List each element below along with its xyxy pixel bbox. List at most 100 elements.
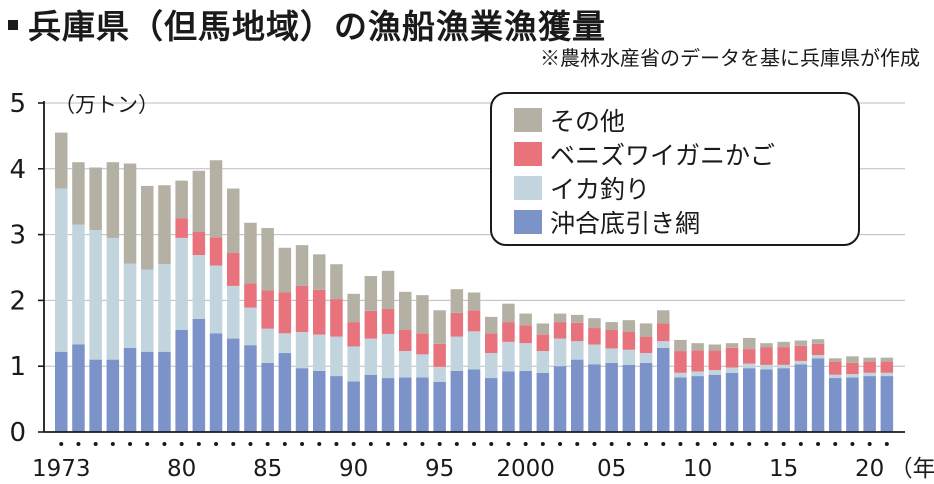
bar-1982-series-1 xyxy=(209,265,223,334)
bar-1980-series-3 xyxy=(175,180,188,219)
bar-2005-series-3 xyxy=(605,322,618,331)
x-tick-label-2010: 10 xyxy=(683,456,712,482)
bar-1990-series-3 xyxy=(347,293,360,323)
bar-1983-series-0 xyxy=(227,338,240,432)
legend-swatch-0 xyxy=(514,108,542,132)
x-tick-dot-1984 xyxy=(248,442,253,446)
bar-2012-series-3 xyxy=(725,343,739,348)
bar-1995-series-2 xyxy=(433,343,446,367)
bar-1988-series-3 xyxy=(313,254,326,290)
bar-1999-series-3 xyxy=(502,303,515,323)
x-tick-dot-1973 xyxy=(59,442,64,446)
bar-1974-series-1 xyxy=(72,224,85,345)
bar-1984-series-3 xyxy=(244,222,257,284)
bar-2017-series-3 xyxy=(811,339,825,344)
bar-1992-series-1 xyxy=(381,333,395,379)
bar-1993-series-3 xyxy=(399,291,412,331)
bar-1978-series-3 xyxy=(141,185,154,270)
bar-2011-series-1 xyxy=(708,370,722,375)
x-tick-label-2020: 20 xyxy=(855,456,884,482)
bar-1986-series-0 xyxy=(278,353,292,432)
legend-item-2: イカ釣り xyxy=(514,172,650,204)
bar-1997-series-3 xyxy=(467,292,481,311)
legend-swatch-2 xyxy=(514,176,542,200)
chart-title: 兵庫県（但馬地域）の漁船漁業漁獲量 xyxy=(8,0,606,48)
bar-2020-series-2 xyxy=(863,361,876,373)
bar-2012-series-1 xyxy=(725,367,739,373)
bar-1991-series-1 xyxy=(364,338,378,375)
bar-2021-series-0 xyxy=(880,376,894,432)
x-tick-dot-2009 xyxy=(678,442,683,446)
x-tick-dot-1986 xyxy=(282,442,287,446)
bar-1974-series-0 xyxy=(72,344,85,432)
bar-1983-series-1 xyxy=(227,285,240,339)
y-tick-label-0: 0 xyxy=(9,418,26,448)
x-tick-dot-2004 xyxy=(592,442,597,446)
bar-1992-series-3 xyxy=(381,270,395,309)
x-tick-dot-1976 xyxy=(110,442,115,446)
bar-2004-series-3 xyxy=(588,318,601,329)
bar-2005-series-2 xyxy=(605,330,618,349)
x-tick-dot-1994 xyxy=(420,442,425,446)
bar-2001-series-1 xyxy=(536,351,550,373)
legend-swatch-3 xyxy=(514,210,542,234)
x-unit-label: （年） xyxy=(890,456,934,482)
bar-2009-series-2 xyxy=(674,351,687,373)
bar-1986-series-1 xyxy=(278,333,292,354)
bar-1976-series-3 xyxy=(106,162,120,238)
axes: 0 1 2 3 4 5 （万トン） 1973 80 85 90 95 2000 05 10 15 20（年） xyxy=(9,89,934,482)
source-note: ※農林水産省のデータを基に兵庫県が作成 xyxy=(540,46,920,70)
bar-1986-series-2 xyxy=(278,292,292,334)
bar-2012-series-2 xyxy=(725,347,739,368)
legend-item-3: 沖合底引き網 xyxy=(514,206,700,238)
bar-1984-series-1 xyxy=(244,307,257,346)
bar-2018-series-0 xyxy=(829,378,842,432)
x-tick-dot-2006 xyxy=(626,442,631,446)
bar-2010-series-1 xyxy=(691,371,704,377)
x-tick-dot-2011 xyxy=(712,442,717,446)
bar-stacks xyxy=(55,132,894,432)
bar-1974-series-3 xyxy=(72,162,85,225)
bar-1979-series-3 xyxy=(158,185,171,265)
bar-2017-series-2 xyxy=(811,343,825,356)
x-tick-dot-2002 xyxy=(558,442,563,446)
bar-2011-series-2 xyxy=(708,350,722,371)
bar-2018-series-2 xyxy=(829,361,842,375)
bar-1993-series-0 xyxy=(399,377,412,432)
bar-2001-series-3 xyxy=(536,323,550,335)
x-tick-dot-2019 xyxy=(850,442,855,446)
bar-2013-series-2 xyxy=(743,349,756,364)
bar-1975-series-1 xyxy=(89,229,102,360)
bar-2008-series-0 xyxy=(657,347,670,432)
bar-2014-series-2 xyxy=(760,347,773,365)
x-tick-dot-1977 xyxy=(128,442,133,446)
bar-1977-series-1 xyxy=(123,263,137,348)
bar-1994-series-0 xyxy=(416,377,429,432)
bar-1998-series-3 xyxy=(485,316,498,334)
x-tick-dot-1992 xyxy=(386,442,391,446)
bar-2020-series-3 xyxy=(863,357,876,362)
x-tick-dot-1999 xyxy=(506,442,511,446)
x-tick-dot-1985 xyxy=(265,442,270,446)
x-tick-label-1995: 95 xyxy=(425,456,454,482)
y-tick-label-2: 2 xyxy=(9,286,26,316)
x-tick-dot-1993 xyxy=(403,442,408,446)
legend-label-1: ベニズワイガニかご xyxy=(550,141,776,170)
bar-1997-series-0 xyxy=(467,369,481,432)
y-tick-label-3: 3 xyxy=(9,221,26,251)
bar-1977-series-0 xyxy=(123,347,137,432)
bar-2008-series-1 xyxy=(657,341,670,348)
bar-2021-series-3 xyxy=(880,357,894,362)
x-tick-dot-2017 xyxy=(816,442,821,446)
bar-2017-series-0 xyxy=(811,358,825,432)
bar-1998-series-0 xyxy=(485,378,498,432)
bar-1998-series-1 xyxy=(485,353,498,379)
bar-1991-series-3 xyxy=(364,276,378,311)
bar-2014-series-3 xyxy=(760,343,773,348)
x-tick-dot-2000 xyxy=(523,442,528,446)
legend-swatch-1 xyxy=(514,142,542,166)
y-tick-label-4: 4 xyxy=(9,155,26,185)
x-tick-label-1990: 90 xyxy=(339,456,368,482)
x-tick-dot-1990 xyxy=(351,442,356,446)
bar-2000-series-1 xyxy=(519,343,532,371)
